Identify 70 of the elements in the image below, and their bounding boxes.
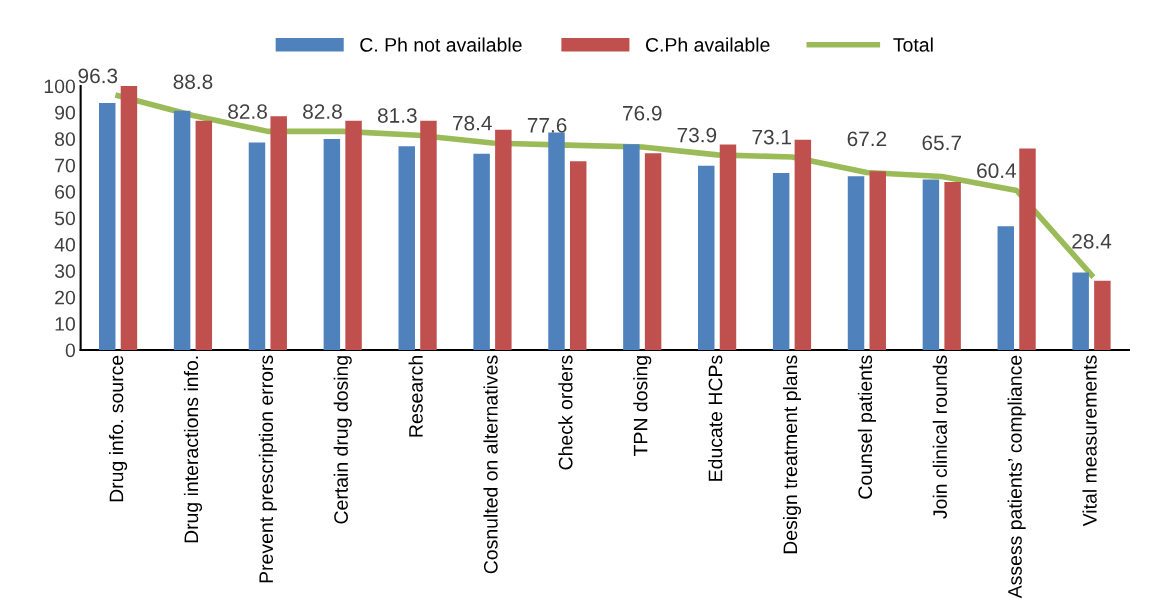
bar bbox=[644, 153, 662, 350]
legend-label: C. Ph not available bbox=[360, 37, 522, 52]
x-tick-label: Check orders bbox=[558, 355, 573, 470]
bar bbox=[847, 176, 865, 350]
y-tick-label: 10 bbox=[55, 317, 76, 331]
y-tick-label: 50 bbox=[54, 211, 76, 226]
bar bbox=[495, 129, 512, 350]
y-tick-label: 100 bbox=[44, 79, 76, 94]
bar bbox=[345, 120, 362, 350]
y-tick-label: 90 bbox=[55, 105, 76, 120]
y-tick-label: 70 bbox=[55, 158, 76, 173]
bar bbox=[420, 120, 437, 350]
data-label: 60.4 bbox=[977, 163, 1017, 179]
bar bbox=[173, 110, 191, 350]
data-label: 78.4 bbox=[453, 115, 492, 131]
y-tick-label: 20 bbox=[55, 290, 76, 305]
bar bbox=[944, 182, 961, 350]
bar bbox=[98, 103, 116, 350]
x-tick-label: Certain drug dosing bbox=[333, 356, 352, 524]
data-label: 82.8 bbox=[303, 104, 342, 119]
data-label: 65.7 bbox=[922, 135, 961, 151]
bar bbox=[398, 146, 415, 350]
bar bbox=[772, 173, 790, 350]
x-tick-label: Vital measurements bbox=[1082, 355, 1097, 527]
x-tick-label: Research bbox=[408, 356, 423, 437]
data-label: 81.3 bbox=[377, 108, 417, 123]
x-tick-label: Counsel patients bbox=[857, 355, 876, 499]
bar bbox=[1019, 148, 1036, 350]
bar bbox=[248, 142, 266, 350]
x-tick-label: Join clinical rounds bbox=[932, 355, 947, 519]
bar bbox=[270, 116, 287, 350]
y-tick-label: 40 bbox=[54, 237, 76, 252]
bar bbox=[323, 139, 341, 350]
y-tick-label: 30 bbox=[54, 264, 76, 279]
bar bbox=[719, 144, 737, 350]
x-tick-label: TPN dosing bbox=[633, 356, 652, 456]
bar bbox=[1072, 272, 1089, 350]
x-tick-label: Design treatment plans bbox=[782, 355, 802, 554]
data-label: 28.4 bbox=[1072, 233, 1112, 249]
x-tick-label: Assess patients’ compliance bbox=[1007, 355, 1026, 599]
bar bbox=[1094, 280, 1111, 350]
data-label: 73.1 bbox=[752, 129, 791, 145]
bar bbox=[869, 171, 886, 350]
bar bbox=[997, 226, 1015, 350]
bar bbox=[922, 179, 940, 350]
bar bbox=[473, 153, 490, 350]
legend-label: Total bbox=[893, 37, 933, 52]
bar bbox=[698, 165, 715, 350]
bar bbox=[195, 120, 213, 350]
bar bbox=[569, 161, 587, 350]
bar bbox=[120, 85, 138, 350]
data-label: 67.2 bbox=[847, 131, 887, 147]
data-label: 88.8 bbox=[173, 74, 213, 90]
x-tick-label: Cosnulted on alternatives bbox=[483, 355, 498, 574]
legend-label: C.Ph available bbox=[645, 37, 770, 52]
x-tick-label: Drug interactions info. bbox=[183, 356, 203, 543]
bar bbox=[794, 139, 812, 350]
data-label: 96.3 bbox=[78, 68, 118, 84]
x-tick-label: Drug info. source bbox=[109, 355, 128, 502]
x-tick-label: Educate HCPs bbox=[708, 355, 723, 481]
data-label: 82.8 bbox=[228, 104, 267, 119]
data-label: 77.6 bbox=[527, 117, 567, 133]
x-tick-label: Prevent prescription errors bbox=[258, 355, 277, 583]
y-tick-label: 80 bbox=[55, 132, 76, 146]
bar bbox=[623, 144, 640, 350]
y-tick-label: 0 bbox=[65, 343, 76, 358]
data-label: 73.9 bbox=[677, 127, 717, 143]
data-label: 76.9 bbox=[623, 105, 662, 121]
y-tick-label: 60 bbox=[55, 185, 76, 199]
bar bbox=[548, 132, 565, 350]
